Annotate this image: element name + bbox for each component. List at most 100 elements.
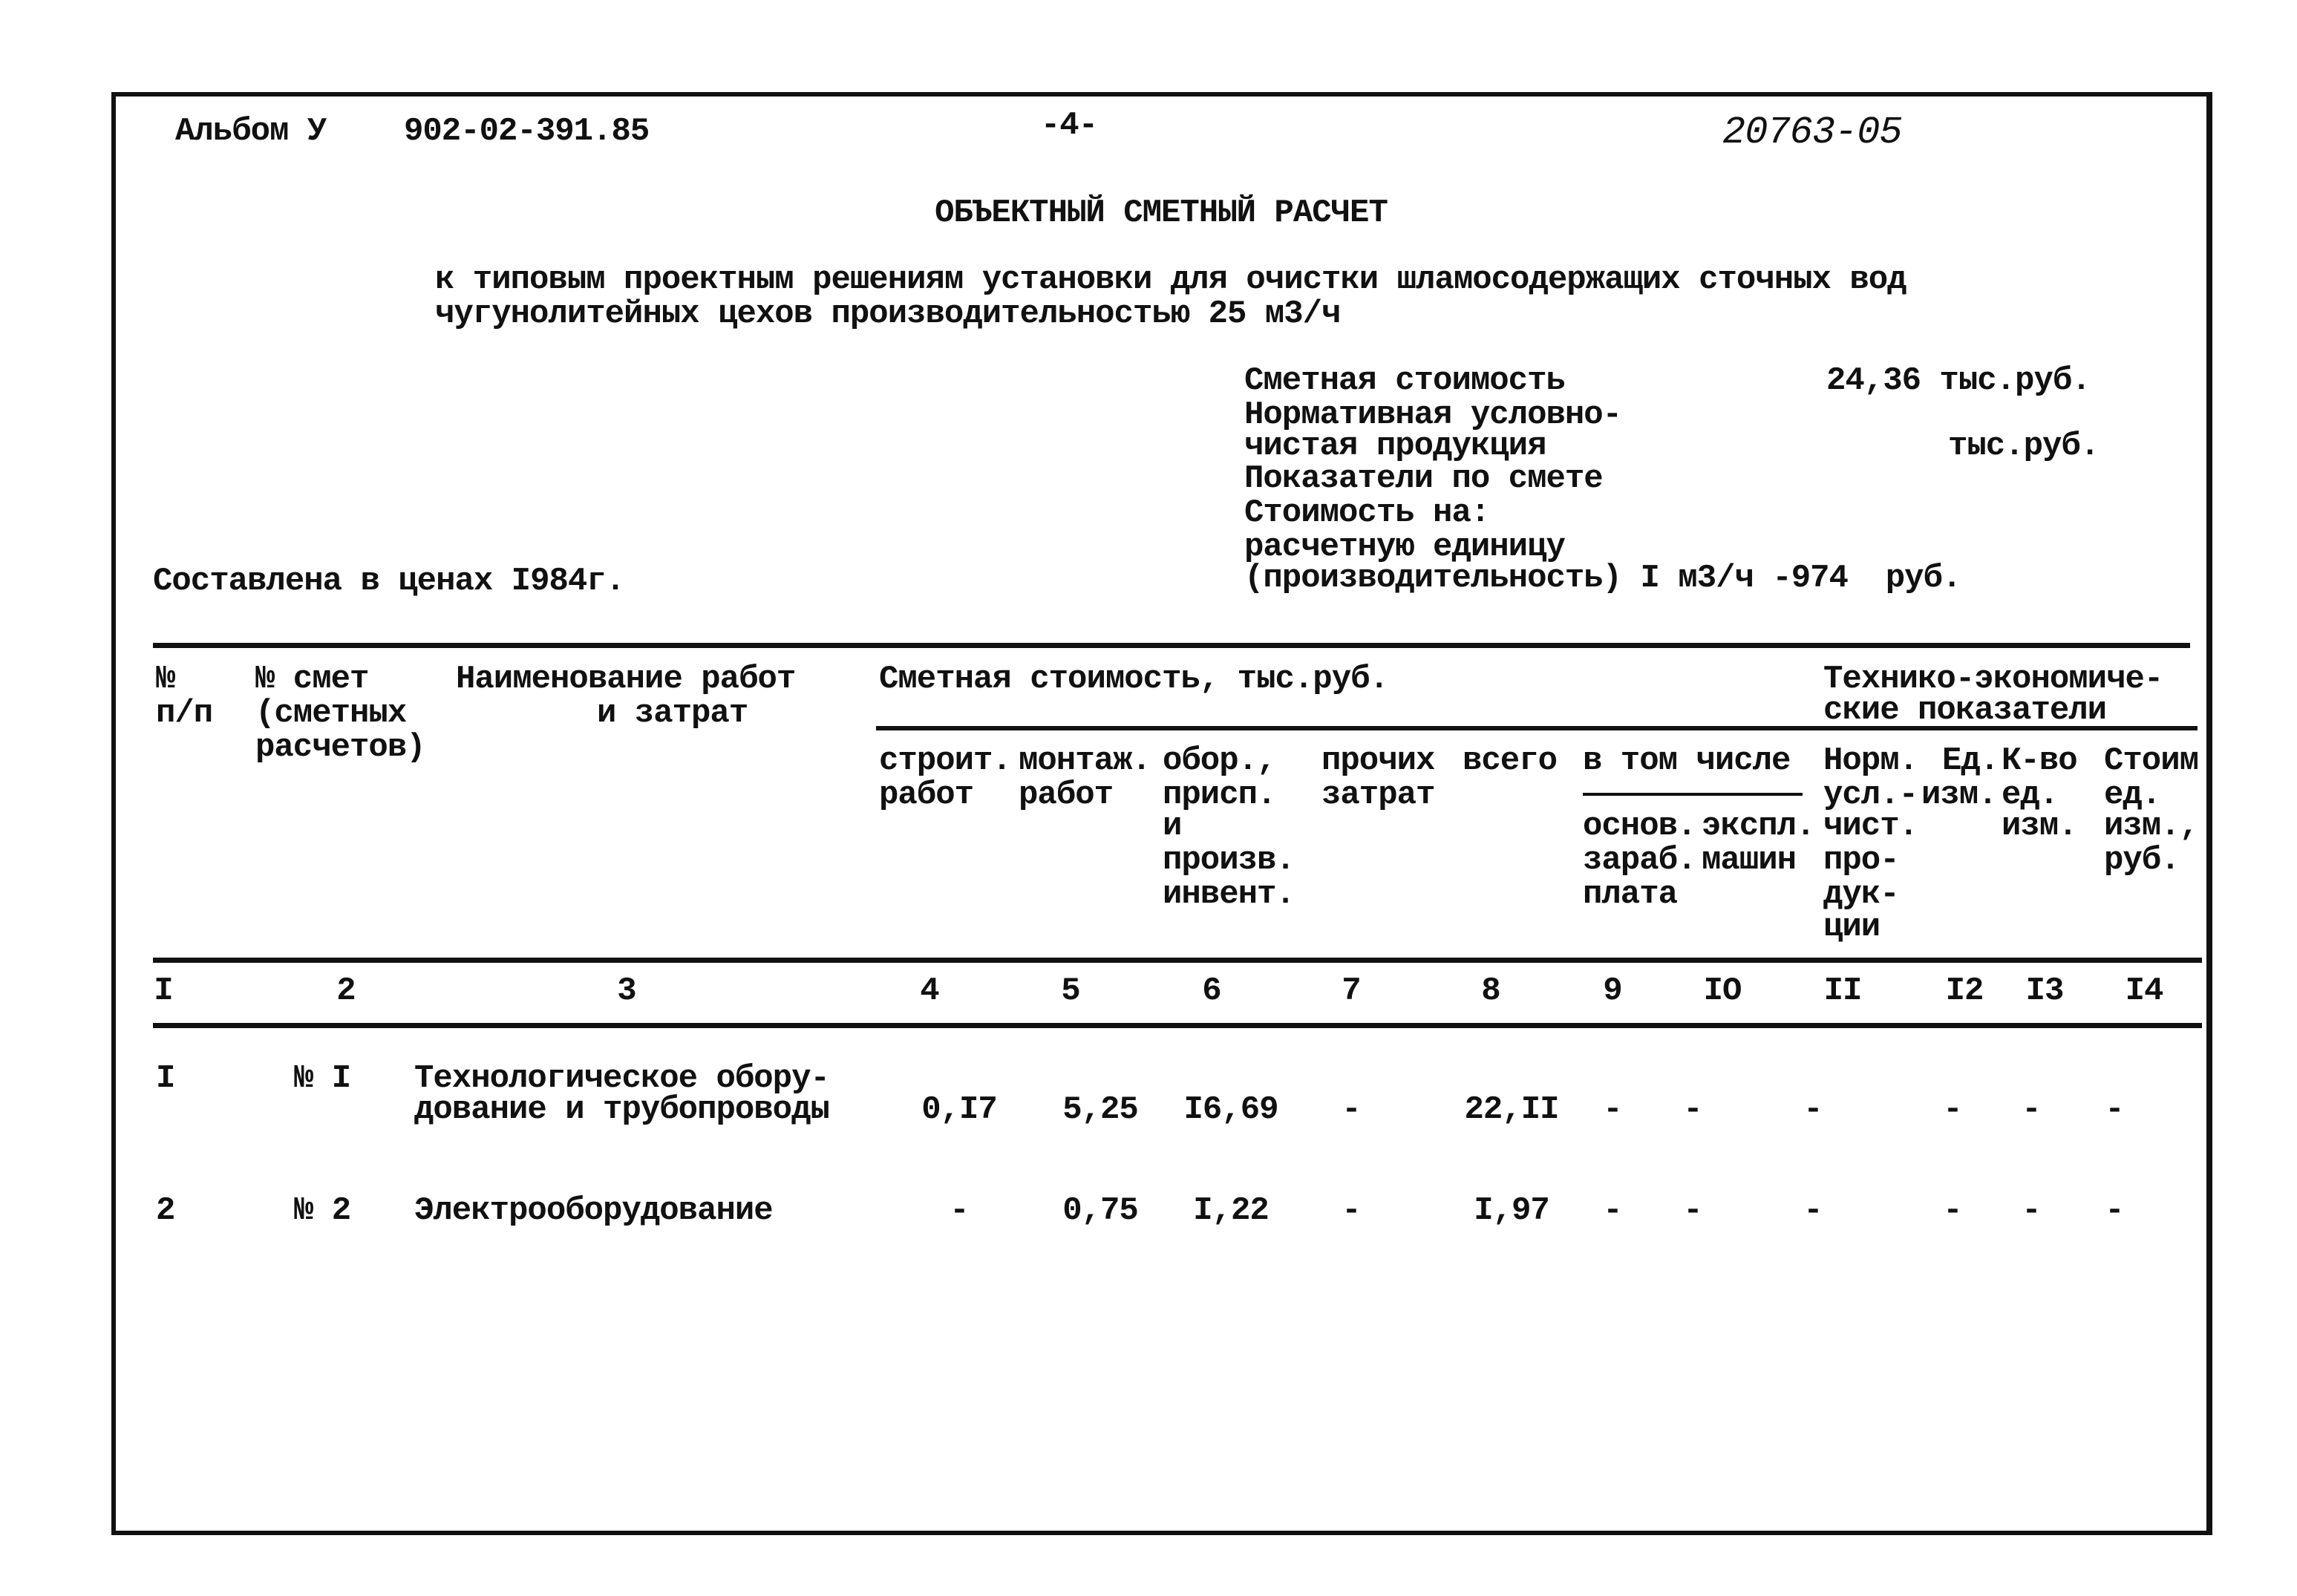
header-col13: ед.	[2002, 776, 2059, 814]
row-value: -	[1683, 1091, 1702, 1128]
row-value: -	[950, 1192, 969, 1229]
table-top-rule	[153, 643, 2190, 648]
including-rule	[1583, 793, 1803, 796]
cost-group-rule	[876, 726, 2198, 730]
header-col4: строит.	[879, 742, 1012, 779]
row-value: I,97	[1474, 1192, 1550, 1229]
row-value: I,22	[1193, 1192, 1270, 1229]
header-tech: Технико-экономиче-	[1823, 661, 2163, 698]
album-label: Альбом У	[175, 113, 327, 150]
row-value: -	[1342, 1192, 1361, 1229]
row-estimate: № I	[294, 1060, 351, 1097]
row-number: 2	[156, 1192, 175, 1229]
subtitle-line-2: чугунолитейных цехов производительностью…	[435, 295, 1341, 333]
column-number: 5	[1061, 972, 1080, 1010]
header-col9: плата	[1583, 876, 1678, 913]
summary-line: Показатели по смете	[1244, 460, 1604, 497]
row-value: 0,75	[1062, 1192, 1139, 1229]
row-value: -	[1342, 1091, 1361, 1128]
header-col11: ции	[1823, 909, 1881, 946]
summary-line: расчетную единицу	[1244, 529, 1566, 566]
header-col4: работ	[879, 776, 974, 814]
prices-note: Составлена в ценах I984г.	[153, 563, 625, 600]
row-value: 22,II	[1464, 1091, 1559, 1128]
header-name: и затрат	[597, 695, 748, 732]
header-col9: основ.	[1583, 808, 1696, 845]
header-col12: изм.	[1921, 776, 1998, 814]
row-value: -	[2105, 1091, 2124, 1128]
header-col14: изм.,	[2104, 808, 2199, 845]
header-col7: затрат	[1321, 776, 1435, 814]
header-tech: ские показатели	[1823, 692, 2107, 730]
header-num: №	[156, 661, 175, 698]
subtitle-line-1: к типовым проектным решениям установки д…	[435, 261, 1907, 298]
row-estimate: № 2	[294, 1192, 351, 1229]
row-value: -	[1603, 1192, 1622, 1229]
column-numbers-rule	[153, 1023, 2202, 1028]
row-value: 5,25	[1062, 1091, 1139, 1128]
row-value: 0,I7	[921, 1091, 998, 1128]
header-col6: обор.,	[1163, 742, 1276, 779]
row-value: I6,69	[1183, 1091, 1278, 1128]
norm-product-value: тыс.руб.	[1948, 428, 2100, 465]
row-value: -	[1943, 1192, 1962, 1229]
page-title: ОБЪЕКТНЫЙ СМЕТНЫЙ РАСЧЕТ	[935, 194, 1388, 232]
header-including: в том числе	[1583, 742, 1791, 779]
column-number: I4	[2125, 972, 2164, 1010]
header-col14: руб.	[2104, 842, 2180, 879]
header-col5: монтаж.	[1019, 742, 1151, 779]
row-value: -	[1803, 1192, 1823, 1229]
column-number: 9	[1603, 972, 1622, 1010]
header-col11: про-	[1823, 842, 1900, 879]
column-number: IO	[1703, 972, 1742, 1010]
header-estimate: № смет	[255, 661, 369, 698]
row-name: Технологическое обору-	[414, 1060, 830, 1097]
header-name: Наименование работ	[456, 661, 796, 698]
header-col11: чист.	[1823, 808, 1918, 845]
column-number: 7	[1342, 972, 1361, 1010]
header-col10: машин	[1702, 842, 1797, 879]
column-number: 3	[617, 972, 636, 1010]
header-estimate: расчетов)	[255, 729, 426, 766]
header-col11: дук-	[1823, 876, 1900, 913]
row-value: -	[2105, 1192, 2124, 1229]
summary-line: чистая продукция	[1244, 428, 1546, 465]
row-name: Электрооборудование	[414, 1192, 774, 1229]
header-col6: произв.	[1163, 842, 1295, 879]
header-col6: присп.	[1163, 776, 1276, 814]
header-num: п/п	[156, 695, 213, 732]
column-number: 4	[920, 972, 939, 1010]
header-col14: ед.	[2104, 776, 2161, 814]
column-number: 6	[1202, 972, 1221, 1010]
row-value: -	[1943, 1091, 1962, 1128]
header-col14: Стоим	[2104, 742, 2199, 779]
column-number: I2	[1945, 972, 1984, 1010]
header-col10: экспл.	[1702, 808, 1815, 845]
header-col7: прочих	[1321, 742, 1435, 779]
row-name: дование и трубопроводы	[414, 1091, 830, 1128]
project-code: 902-02-391.85	[404, 113, 650, 150]
column-number: I3	[2025, 972, 2065, 1010]
header-col12: Ед.	[1942, 742, 1999, 779]
header-col6: инвент.	[1163, 876, 1295, 913]
row-value: -	[1683, 1192, 1702, 1229]
header-estimate: (сметных	[255, 695, 407, 732]
header-col13: К-во	[2002, 742, 2078, 779]
row-value: -	[2022, 1192, 2041, 1229]
header-col5: работ	[1019, 776, 1114, 814]
header-col13: изм.	[2002, 808, 2078, 845]
column-number: II	[1823, 972, 1863, 1010]
page-number: -4-	[1040, 107, 1098, 144]
column-number: 8	[1481, 972, 1500, 1010]
row-value: -	[1803, 1091, 1823, 1128]
header-col6: и	[1163, 808, 1182, 845]
row-number: I	[156, 1060, 175, 1097]
header-col9: зараб.	[1583, 842, 1696, 879]
column-number: 2	[336, 972, 356, 1010]
header-col8: всего	[1463, 742, 1558, 779]
summary-line: Нормативная условно-	[1244, 396, 1622, 434]
column-number: I	[154, 972, 173, 1010]
summary-line: Стоимость на:	[1244, 494, 1490, 532]
row-value: -	[2022, 1091, 2041, 1128]
estimated-cost-value: 24,36 тыс.руб.	[1826, 362, 2091, 399]
